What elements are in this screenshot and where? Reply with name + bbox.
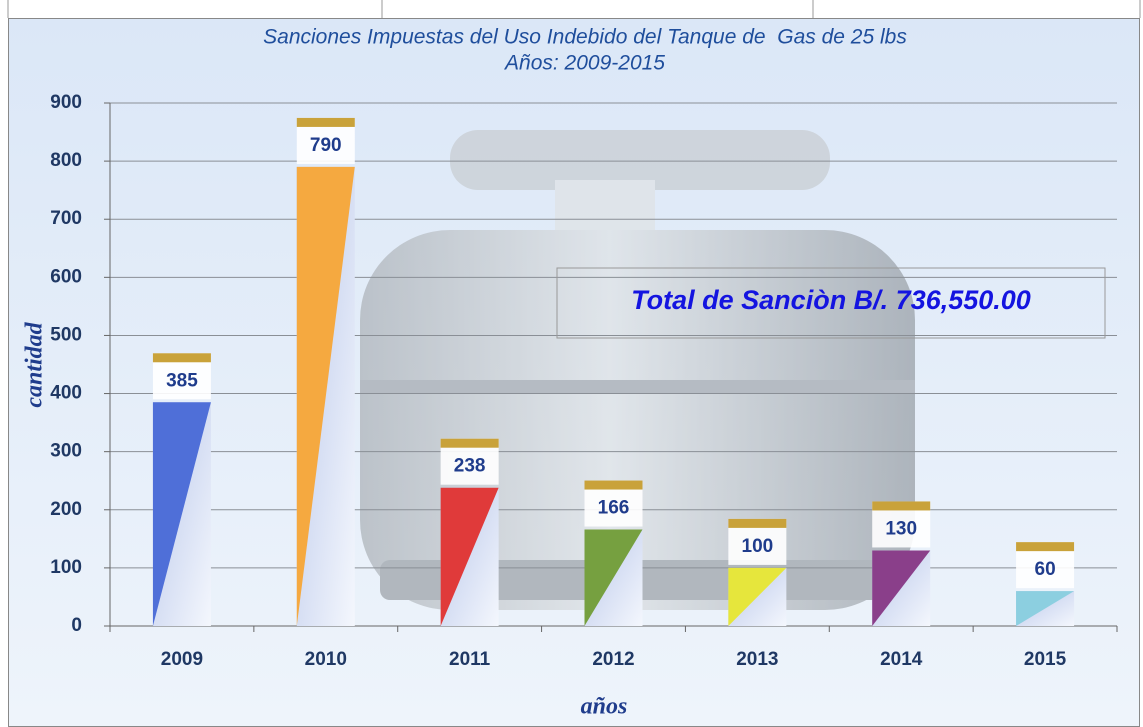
y-tick-label: 200 [50,499,82,520]
value-label: 238 [454,456,486,477]
chart-subtitle: Años: 2009-2015 [503,52,665,75]
x-tick-label: 2012 [592,649,634,670]
y-tick-label: 500 [50,324,82,345]
chart: Sanciones Impuestas del Uso Indebido del… [0,0,1143,727]
value-label-cap [872,501,930,510]
y-tick-label: 700 [50,208,82,229]
y-tick-label: 0 [71,615,82,636]
annotation: Total de Sanciòn B/. 736,550.00 [631,285,1031,315]
value-label: 166 [598,498,630,519]
x-axis-title: años [581,694,628,720]
value-label-cap [728,519,786,528]
x-tick-label: 2013 [736,649,778,670]
y-tick-label: 400 [50,383,82,404]
value-label: 100 [742,536,774,557]
x-tick-label: 2011 [449,649,491,670]
y-tick-label: 600 [50,266,82,287]
x-tick-label: 2015 [1024,649,1067,670]
value-label: 60 [1035,559,1056,580]
chart-title: Sanciones Impuestas del Uso Indebido del… [263,26,907,49]
y-tick-label: 100 [50,557,82,578]
value-label: 130 [885,518,917,539]
value-label-cap [441,439,499,448]
y-tick-label: 800 [50,150,82,171]
value-label-cap [297,118,355,127]
value-label-cap [153,353,211,362]
page: Sanciones Impuestas del Uso Indebido del… [0,0,1143,727]
x-tick-label: 2010 [305,649,347,670]
value-label-cap [585,481,643,490]
y-tick-label: 300 [50,441,82,462]
value-label: 790 [310,135,342,156]
y-tick-label: 900 [50,92,82,113]
table-row [0,0,1143,18]
x-tick-label: 2009 [161,649,203,670]
value-label: 385 [166,370,198,391]
x-tick-label: 2014 [880,649,923,670]
y-axis-title: cantidad [22,321,48,407]
value-label-cap [1016,542,1074,551]
